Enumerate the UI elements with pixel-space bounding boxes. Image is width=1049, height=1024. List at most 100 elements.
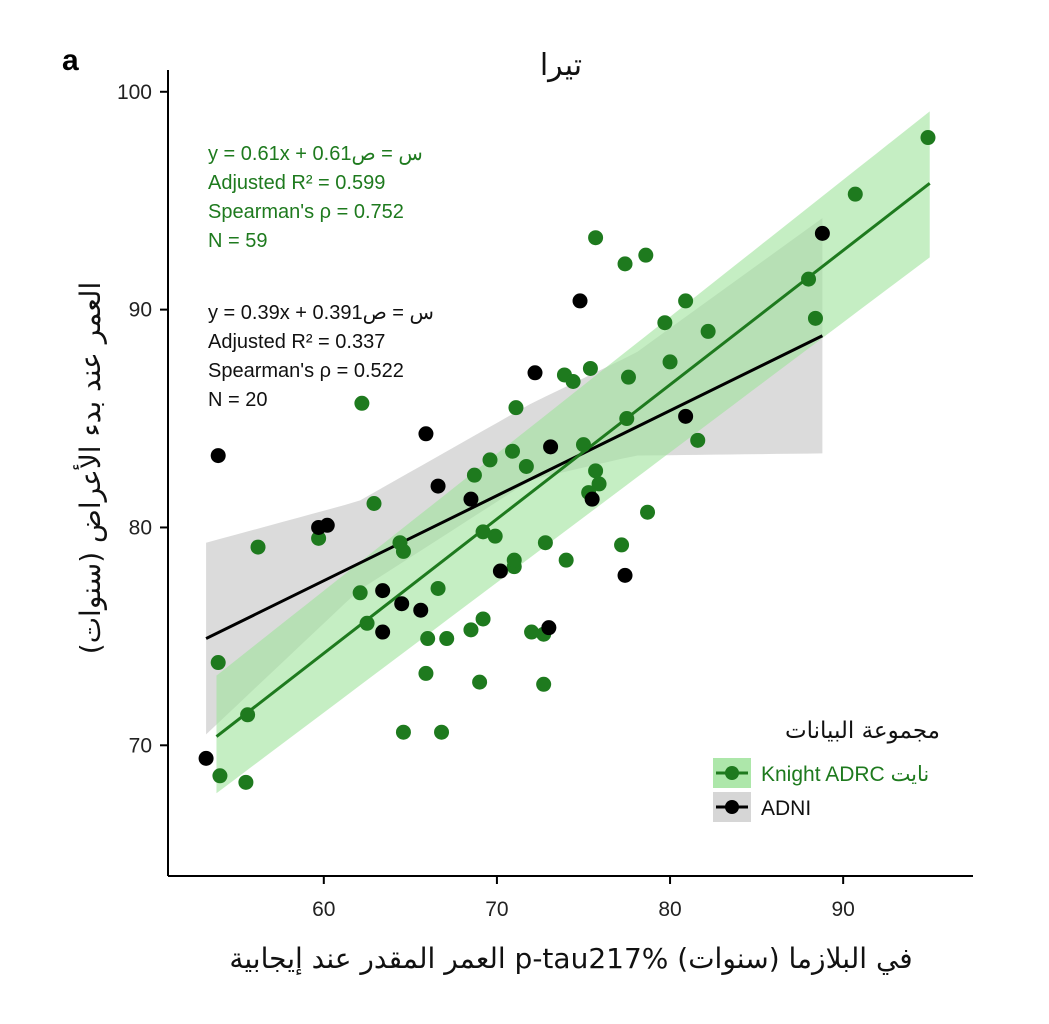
adni-point: [198, 750, 214, 766]
x-tick-label: 60: [312, 898, 335, 921]
knight-point: [524, 624, 540, 640]
knight-fit-line: [215, 182, 931, 738]
knight-point: [588, 463, 604, 479]
knight-point: [311, 530, 327, 546]
knight-point: [430, 580, 446, 596]
knight-point: [240, 707, 256, 723]
adni-equation: y = 0.39x + 0.391س = ص: [208, 302, 434, 324]
x-tick-label: 80: [658, 898, 681, 921]
knight-point: [506, 552, 522, 568]
legend-knight-label: Knight ADRC نايت: [761, 763, 929, 786]
adni-point: [617, 567, 633, 583]
knight-point: [475, 524, 491, 540]
y-axis-title: العمر عند بدء الأعراض (سنوات): [72, 282, 107, 654]
knight-point: [352, 585, 368, 601]
knight-point: [617, 256, 633, 272]
y-tick-label: 100: [117, 81, 152, 104]
confidence-bands: [206, 111, 930, 794]
chart-title: تيرا: [540, 48, 582, 83]
knight-point: [657, 315, 673, 331]
legend-adni-label: ADNI: [761, 797, 811, 820]
legend-title: مجموعة البيانات: [785, 718, 940, 744]
adni-spearman: Spearman's ρ = 0.522: [208, 360, 404, 382]
adni-fit-line: [205, 334, 824, 640]
knight-point: [662, 354, 678, 370]
x-axis-title: العمر المقدر عند إيجابية p-tau217% في ال…: [229, 942, 912, 975]
adni-point: [527, 365, 543, 381]
adni-point: [572, 293, 588, 309]
knight-point: [678, 293, 694, 309]
y-tick-label: 70: [129, 734, 152, 757]
x-tick-label: 70: [485, 898, 508, 921]
knight-point: [638, 247, 654, 263]
knight-point: [212, 768, 228, 784]
knight-point: [920, 130, 936, 146]
adni-point: [541, 620, 557, 636]
knight-ci-band: [216, 111, 930, 794]
adni-point: [430, 478, 446, 494]
knight-equation: y = 0.61x + 0.61س = ص: [208, 143, 423, 165]
knight-point: [210, 655, 226, 671]
adni-stats: y = 0.39x + 0.391س = ص Adjusted R² = 0.3…: [208, 302, 434, 411]
knight-point: [366, 495, 382, 511]
knight-point: [475, 611, 491, 627]
knight-point: [575, 437, 591, 453]
data-points: [198, 130, 936, 790]
knight-point: [537, 535, 553, 551]
adni-point: [394, 596, 410, 612]
adni-r2: Adjusted R² = 0.337: [208, 331, 385, 353]
knight-point: [565, 374, 581, 390]
knight-point: [439, 631, 455, 647]
adni-point: [319, 517, 335, 533]
x-tick-label: 90: [831, 898, 854, 921]
knight-point: [395, 724, 411, 740]
knight-point: [807, 310, 823, 326]
y-tick-label: 90: [129, 299, 152, 322]
knight-point: [359, 615, 375, 631]
knight-point: [250, 539, 266, 555]
knight-n: N = 59: [208, 230, 267, 252]
knight-point: [466, 467, 482, 483]
knight-point: [482, 452, 498, 468]
knight-point: [472, 674, 488, 690]
knight-point: [588, 230, 604, 246]
knight-point: [536, 676, 552, 692]
knight-point: [847, 186, 863, 202]
knight-point: [614, 537, 630, 553]
knight-point: [434, 724, 450, 740]
knight-point: [620, 369, 636, 385]
adni-point: [543, 439, 559, 455]
legend-adni-marker: [725, 800, 739, 814]
panel-label: a: [62, 44, 79, 77]
legend: مجموعة البيانات Knight ADRC نايت ADNI: [713, 718, 940, 822]
knight-r2: Adjusted R² = 0.599: [208, 172, 385, 194]
knight-point: [395, 543, 411, 559]
x-axis-ticks: 60 70 80 90: [312, 876, 855, 921]
adni-point: [413, 602, 429, 618]
adni-point: [463, 491, 479, 507]
knight-point: [640, 504, 656, 520]
adni-point: [492, 563, 508, 579]
knight-point: [690, 432, 706, 448]
knight-point: [518, 458, 534, 474]
knight-point: [508, 400, 524, 416]
knight-point: [619, 411, 635, 427]
adni-point: [418, 426, 434, 442]
knight-point: [582, 360, 598, 376]
adni-point: [678, 408, 694, 424]
adni-point: [210, 448, 226, 464]
knight-point: [801, 271, 817, 287]
adni-point: [814, 225, 830, 241]
knight-point: [354, 395, 370, 411]
adni-point: [375, 583, 391, 599]
knight-point: [700, 323, 716, 339]
knight-stats: y = 0.61x + 0.61س = ص Adjusted R² = 0.59…: [208, 143, 423, 252]
y-axis-ticks: 70 80 90 100: [117, 81, 168, 757]
adni-point: [584, 491, 600, 507]
y-tick-label: 80: [129, 516, 152, 539]
knight-point: [463, 622, 479, 638]
legend-knight-marker: [725, 766, 739, 780]
knight-point: [505, 443, 521, 459]
adni-point: [375, 624, 391, 640]
